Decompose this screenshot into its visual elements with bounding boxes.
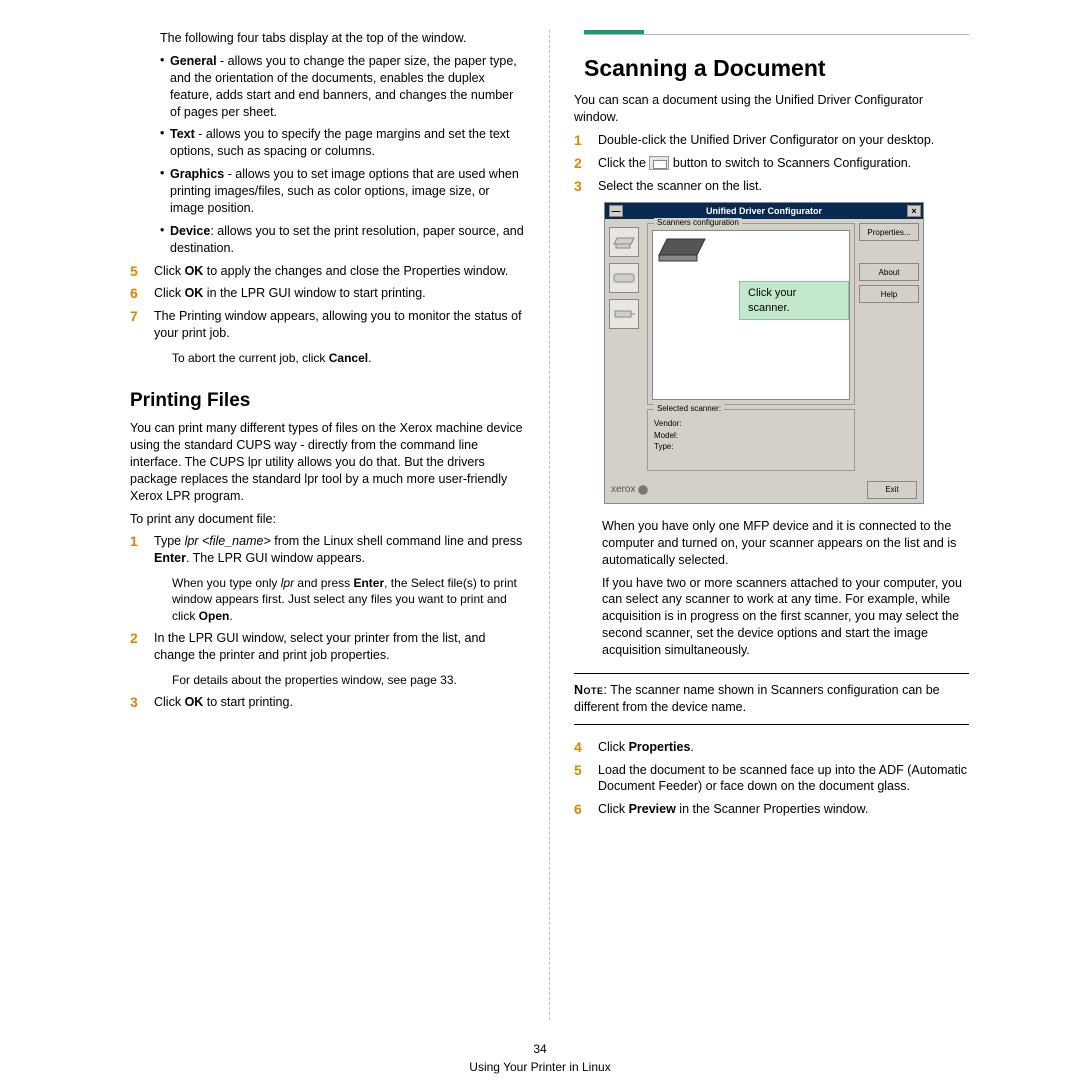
pf-step-3: 3 Click OK to start printing. xyxy=(130,694,525,711)
scanner-thumbnail xyxy=(657,235,707,263)
window-sidebar xyxy=(609,223,643,475)
step-7: 7 The Printing window appears, allowing … xyxy=(130,308,525,366)
properties-button[interactable]: Properties... xyxy=(859,223,919,241)
printing-files-para2: To print any document file: xyxy=(130,511,525,528)
step-5: 5 Click OK to apply the changes and clos… xyxy=(130,263,525,280)
tabs-intro: The following four tabs display at the t… xyxy=(160,30,525,47)
scanners-fieldset: Scanners configuration Click your scanne… xyxy=(647,223,855,405)
pf-step-2: 2 In the LPR GUI window, select your pri… xyxy=(130,630,525,688)
after-win-1: When you have only one MFP device and it… xyxy=(602,518,969,569)
printing-files-para1: You can print many different types of fi… xyxy=(130,420,525,504)
close-icon[interactable]: × xyxy=(907,205,921,217)
note-block: Note: The scanner name shown in Scanners… xyxy=(574,673,969,725)
step-6: 6 Click OK in the LPR GUI window to star… xyxy=(130,285,525,302)
scan-intro: You can scan a document using the Unifie… xyxy=(574,92,969,126)
scan-step-1: 1 Double-click the Unified Driver Config… xyxy=(574,132,969,149)
port-icon[interactable] xyxy=(609,299,639,329)
scan-step-6: 6 Click Preview in the Scanner Propertie… xyxy=(574,801,969,818)
help-button[interactable]: Help xyxy=(859,285,919,303)
printer-icon[interactable] xyxy=(609,227,639,257)
bullet-graphics: • Graphics - allows you to set image opt… xyxy=(160,166,525,217)
scan-step-3: 3 Select the scanner on the list. xyxy=(574,178,969,195)
left-column: The following four tabs display at the t… xyxy=(130,30,545,1020)
minimize-icon[interactable]: — xyxy=(609,205,623,217)
column-divider xyxy=(549,30,550,1020)
right-column: Scanning a Document You can scan a docum… xyxy=(554,30,969,1020)
bullet-general: • General - allows you to change the pap… xyxy=(160,53,525,121)
scanner-list[interactable]: Click your scanner. xyxy=(652,230,850,400)
selected-scanner-fieldset: Selected scanner: Vendor: Model: Type: xyxy=(647,409,855,471)
window-buttons: Properties... About Help xyxy=(855,223,919,475)
printing-files-heading: Printing Files xyxy=(130,390,525,412)
after-win-2: If you have two or more scanners attache… xyxy=(602,575,969,659)
scanning-heading: Scanning a Document xyxy=(584,55,969,82)
page-footer: 34 Using Your Printer in Linux xyxy=(0,1042,1080,1074)
exit-button[interactable]: Exit xyxy=(867,481,917,499)
page: The following four tabs display at the t… xyxy=(0,0,1080,1020)
scanner-icon xyxy=(649,156,669,170)
configurator-window: — Unified Driver Configurator × Scanners… xyxy=(604,202,924,504)
window-titlebar: — Unified Driver Configurator × xyxy=(605,203,923,219)
callout-label: Click your scanner. xyxy=(739,281,849,320)
about-button[interactable]: About xyxy=(859,263,919,281)
xerox-logo: xerox xyxy=(611,484,648,495)
scan-step-2: 2 Click the button to switch to Scanners… xyxy=(574,155,969,172)
scan-step-5: 5 Load the document to be scanned face u… xyxy=(574,762,969,796)
bullet-device: • Device: allows you to set the print re… xyxy=(160,223,525,257)
pf-step-1: 1 Type lpr <file_name> from the Linux sh… xyxy=(130,533,525,623)
bullet-text: • Text - allows you to specify the page … xyxy=(160,126,525,160)
chapter-title: Using Your Printer in Linux xyxy=(0,1060,1080,1074)
page-number: 34 xyxy=(0,1042,1080,1056)
scanner-tab-icon[interactable] xyxy=(609,263,639,293)
scan-step-4: 4 Click Properties. xyxy=(574,739,969,756)
